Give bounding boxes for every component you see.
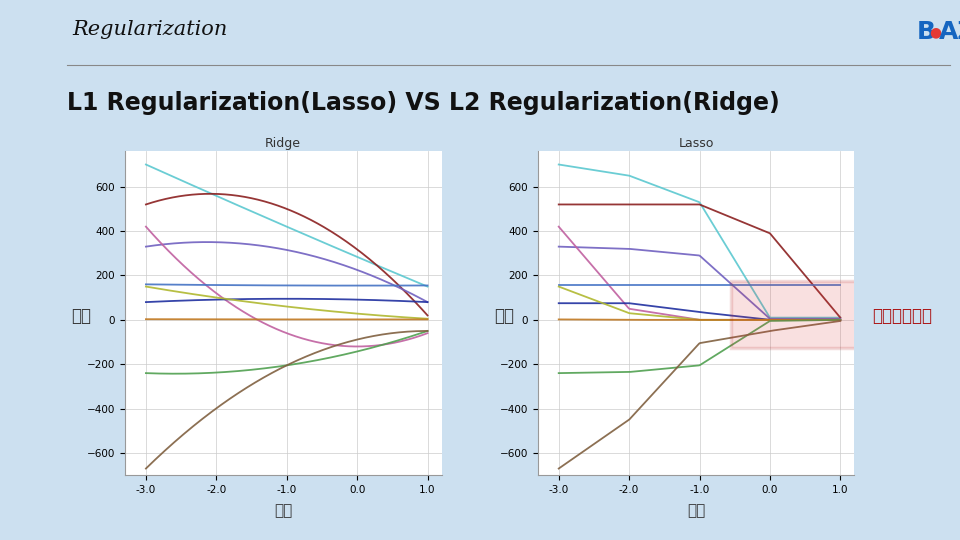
Text: AZ: AZ — [939, 21, 960, 44]
Title: Lasso: Lasso — [679, 137, 713, 150]
Text: 변수선택효라: 변수선택효라 — [872, 307, 931, 325]
Text: 계수: 계수 — [274, 503, 293, 518]
Text: ●: ● — [929, 25, 942, 39]
Title: Ridge: Ridge — [265, 137, 301, 150]
Text: B: B — [917, 21, 936, 44]
Text: L1 Regularization(Lasso) VS L2 Regularization(Ridge): L1 Regularization(Lasso) VS L2 Regulariz… — [67, 91, 780, 114]
Text: 계수: 계수 — [686, 503, 706, 518]
Text: Regularization: Regularization — [72, 19, 228, 39]
FancyBboxPatch shape — [732, 281, 858, 348]
Text: 계수: 계수 — [72, 307, 91, 325]
Text: 계수: 계수 — [494, 307, 514, 325]
